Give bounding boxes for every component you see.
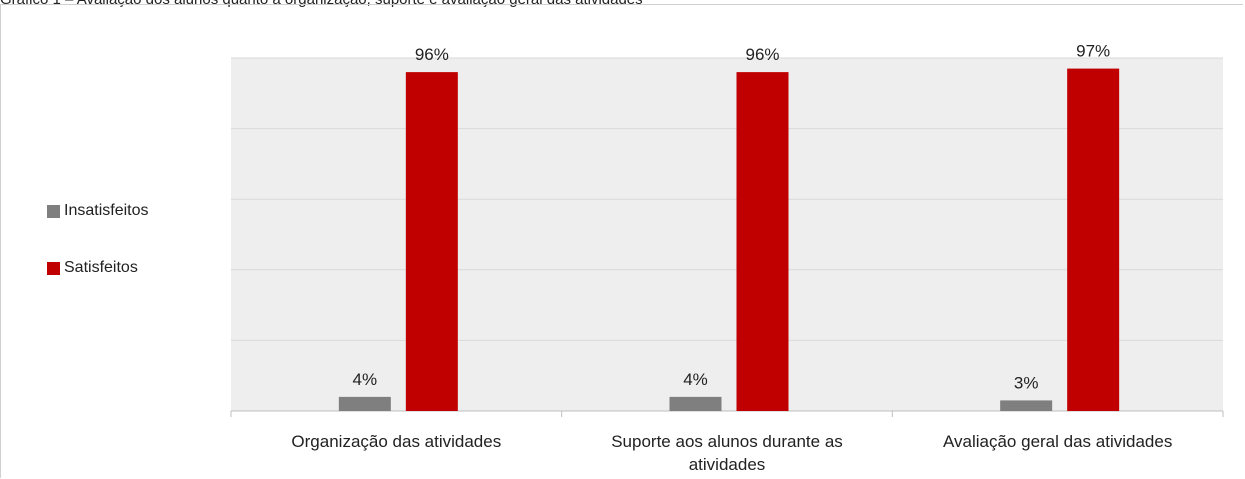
data-label: 4% xyxy=(683,370,708,389)
bar-insatisfeitos xyxy=(1000,400,1053,411)
x-tick-label: Organização das atividades xyxy=(291,432,501,451)
x-tick-label: Suporte aos alunos durante as xyxy=(611,432,843,451)
x-tick-label: atividades xyxy=(689,455,766,474)
data-label: 96% xyxy=(415,45,449,64)
bar-insatisfeitos xyxy=(669,396,722,411)
legend-swatch-insatisfeitos xyxy=(47,204,60,218)
legend-item-insatisfeitos: Insatisfeitos xyxy=(47,202,148,220)
bar-satisfeitos xyxy=(736,72,789,412)
legend-label-satisfeitos: Satisfeitos xyxy=(64,259,138,276)
chart-container: 4% 96% Organização das atividades 4% 96% Supo… xyxy=(0,4,1243,478)
bar-chart: 4% 96% Organização das atividades 4% 96% Supo… xyxy=(230,42,1224,474)
legend-swatch-satisfeitos xyxy=(47,261,60,275)
data-label: 4% xyxy=(353,370,378,389)
bar-satisfeitos xyxy=(405,72,458,412)
x-tick-label: Avaliação geral das atividades xyxy=(943,432,1172,451)
legend-label-insatisfeitos: Insatisfeitos xyxy=(64,202,149,219)
data-label: 97% xyxy=(1076,42,1110,61)
bar-insatisfeitos xyxy=(338,396,391,411)
legend-item-satisfeitos: Satisfeitos xyxy=(47,259,138,277)
data-label: 96% xyxy=(745,45,779,64)
bar-satisfeitos xyxy=(1067,68,1120,411)
data-label: 3% xyxy=(1014,373,1039,392)
plot-area xyxy=(231,58,1223,411)
